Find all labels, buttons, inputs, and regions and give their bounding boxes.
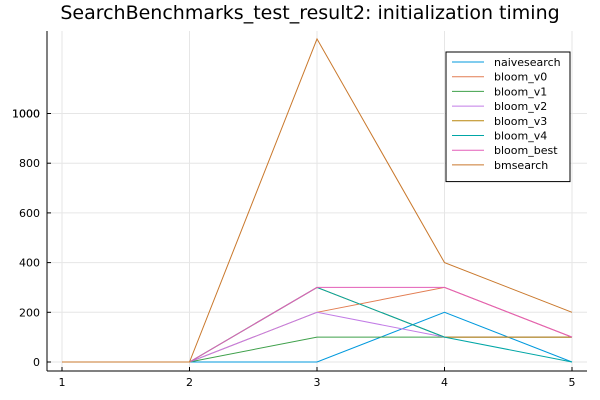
legend-label: bloom_v4 bbox=[494, 130, 547, 143]
y-tick-label: 800 bbox=[19, 157, 40, 170]
y-tick-label: 400 bbox=[19, 257, 40, 270]
chart-title: SearchBenchmarks_test_result2: initializ… bbox=[60, 2, 559, 24]
legend-label: naivesearch bbox=[494, 56, 561, 69]
y-tick-label: 200 bbox=[19, 306, 40, 319]
legend-label: bloom_best bbox=[494, 144, 558, 157]
x-tick-label: 2 bbox=[186, 376, 193, 389]
legend-label: bmsearch bbox=[494, 159, 548, 172]
series-line-bmsearch bbox=[62, 37, 573, 363]
y-tick-label: 0 bbox=[33, 356, 40, 369]
x-tick-label: 3 bbox=[314, 376, 321, 389]
y-tick-label: 1000 bbox=[12, 108, 40, 121]
axes bbox=[46, 31, 587, 372]
legend-label: bloom_v0 bbox=[494, 71, 547, 84]
x-tick-label: 1 bbox=[59, 376, 66, 389]
x-tick-label: 5 bbox=[569, 376, 576, 389]
series-lines bbox=[62, 37, 573, 363]
y-tick-label: 600 bbox=[19, 207, 40, 220]
x-tick-labels: 1 2 3 4 5 bbox=[59, 376, 576, 389]
x-tick-label: 4 bbox=[441, 376, 448, 389]
legend-label: bloom_v1 bbox=[494, 85, 547, 98]
y-tick-label: 1000 bbox=[12, 108, 40, 121]
legend-label: bloom_v2 bbox=[494, 100, 547, 113]
legend-box bbox=[445, 51, 571, 183]
legend-label: bloom_v3 bbox=[494, 115, 547, 128]
